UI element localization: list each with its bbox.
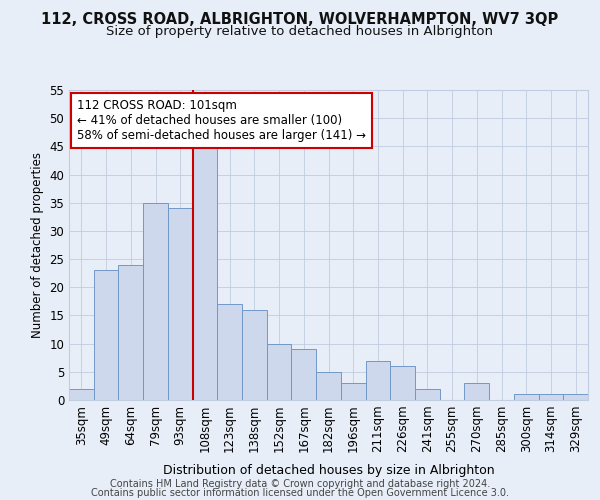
X-axis label: Distribution of detached houses by size in Albrighton: Distribution of detached houses by size … xyxy=(163,464,494,476)
Bar xyxy=(118,264,143,400)
Bar xyxy=(168,208,193,400)
Bar xyxy=(316,372,341,400)
Bar xyxy=(292,350,316,400)
Bar xyxy=(217,304,242,400)
Text: 112, CROSS ROAD, ALBRIGHTON, WOLVERHAMPTON, WV7 3QP: 112, CROSS ROAD, ALBRIGHTON, WOLVERHAMPT… xyxy=(41,12,559,28)
Bar xyxy=(390,366,415,400)
Bar xyxy=(514,394,539,400)
Y-axis label: Number of detached properties: Number of detached properties xyxy=(31,152,44,338)
Bar xyxy=(94,270,118,400)
Bar xyxy=(341,383,365,400)
Bar xyxy=(143,202,168,400)
Bar xyxy=(464,383,489,400)
Bar xyxy=(69,388,94,400)
Text: 112 CROSS ROAD: 101sqm
← 41% of detached houses are smaller (100)
58% of semi-de: 112 CROSS ROAD: 101sqm ← 41% of detached… xyxy=(77,100,366,142)
Bar xyxy=(415,388,440,400)
Bar xyxy=(563,394,588,400)
Text: Contains HM Land Registry data © Crown copyright and database right 2024.: Contains HM Land Registry data © Crown c… xyxy=(110,479,490,489)
Text: Contains public sector information licensed under the Open Government Licence 3.: Contains public sector information licen… xyxy=(91,488,509,498)
Bar xyxy=(267,344,292,400)
Text: Size of property relative to detached houses in Albrighton: Size of property relative to detached ho… xyxy=(107,25,493,38)
Bar xyxy=(539,394,563,400)
Bar xyxy=(242,310,267,400)
Bar xyxy=(193,140,217,400)
Bar xyxy=(365,360,390,400)
